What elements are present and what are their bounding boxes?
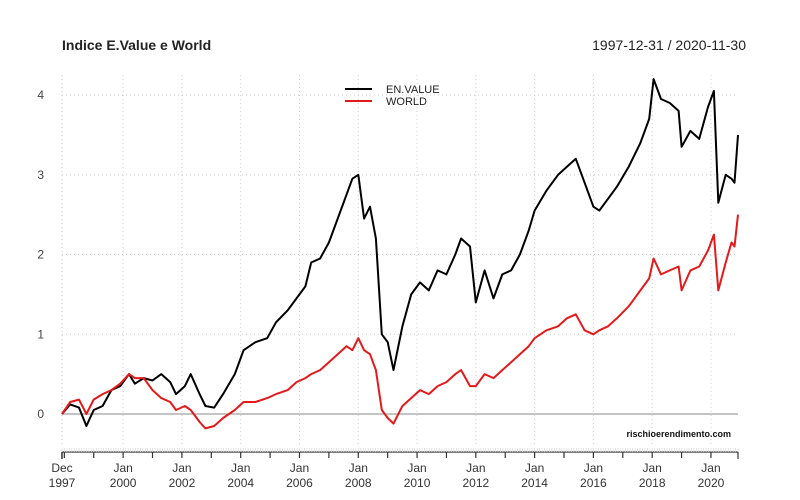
- x-tick-year: 2004: [227, 476, 254, 490]
- x-tick-month: Jan: [701, 461, 720, 475]
- x-tick-month: Jan: [584, 461, 603, 475]
- x-tick-year: 2012: [462, 476, 489, 490]
- grid: [61, 75, 738, 444]
- x-tick-year: 2010: [404, 476, 431, 490]
- series-group: [61, 78, 739, 430]
- x-tick-month: Jan: [231, 461, 250, 475]
- y-tick-label: 3: [37, 168, 44, 182]
- series-line-world: [61, 214, 739, 430]
- y-tick-label: 0: [37, 407, 44, 421]
- legend-label-en-value: EN.VALUE: [386, 84, 440, 96]
- x-tick-month: Jan: [407, 461, 426, 475]
- x-tick-year: 2002: [169, 476, 196, 490]
- x-tick-year: 2014: [521, 476, 548, 490]
- source-label: rischioerendimento.com: [626, 429, 731, 439]
- chart-title: Indice E.Value e World: [62, 37, 212, 53]
- legend-label-world: WORLD: [386, 96, 427, 108]
- x-tick-year: 2000: [110, 476, 137, 490]
- x-tick-month: Jan: [349, 461, 368, 475]
- y-axis: 0 1 2 3 4: [37, 88, 44, 421]
- legend: EN.VALUE WORLD: [345, 84, 440, 108]
- series-line-en-value: [61, 78, 739, 427]
- date-range-label: 1997-12-31 / 2020-11-30: [592, 37, 746, 53]
- x-tick-year: 2016: [580, 476, 607, 490]
- x-tick-month: Dec: [51, 461, 72, 475]
- x-tick-month: Jan: [113, 461, 132, 475]
- x-tick-month: Jan: [290, 461, 309, 475]
- y-tick-label: 4: [37, 88, 44, 102]
- x-axis: Dec1997Jan2000Jan2002Jan2004Jan2006Jan20…: [49, 448, 739, 490]
- x-tick-year: 2008: [345, 476, 372, 490]
- x-tick-month: Jan: [525, 461, 544, 475]
- y-tick-label: 1: [37, 327, 44, 341]
- x-tick-month: Jan: [172, 461, 191, 475]
- x-tick-month: Jan: [642, 461, 661, 475]
- x-tick-year: 1997: [49, 476, 76, 490]
- x-tick-year: 2018: [639, 476, 666, 490]
- y-tick-label: 2: [37, 248, 44, 262]
- x-tick-year: 2020: [698, 476, 725, 490]
- x-tick-month: Jan: [466, 461, 485, 475]
- x-tick-year: 2006: [286, 476, 313, 490]
